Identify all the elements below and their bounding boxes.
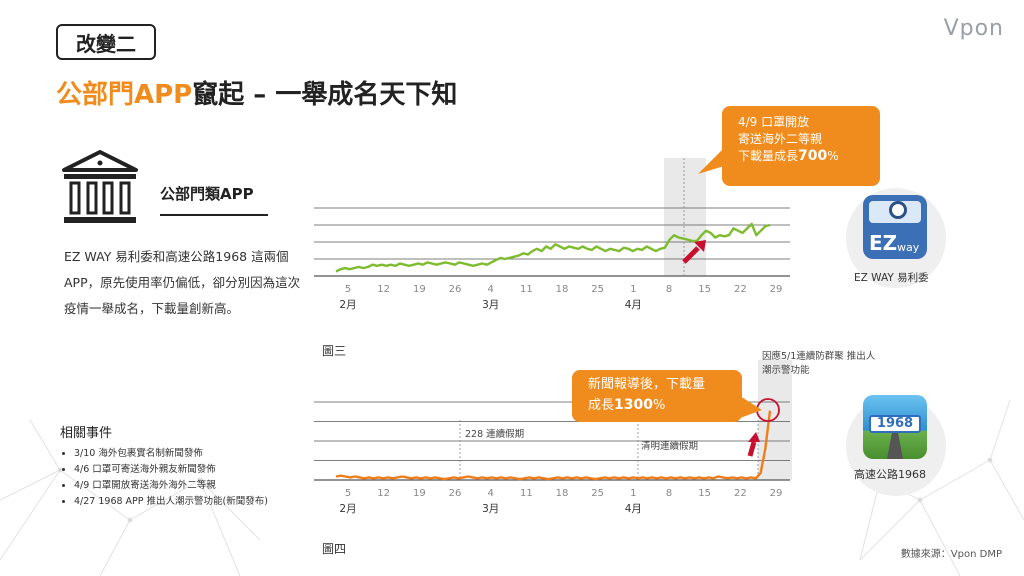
ezway-icon-sub: way [897, 241, 920, 254]
callout-1968: 新聞報導後，下載量 成長1300% [572, 370, 742, 422]
callout2-value: 1300 [614, 397, 653, 413]
callout2-pointer [740, 396, 762, 418]
title-rest: 竄起 – 一舉成名天下知 [192, 80, 458, 110]
event-item: 4/9 口罩開放寄送海外海外二等親 [74, 478, 268, 494]
month-label: 3月 [482, 503, 499, 515]
trend-arrow-icon [747, 432, 760, 457]
month-label: 2月 [339, 299, 356, 311]
events-title: 相關事件 [60, 426, 113, 441]
callout2-suffix: % [652, 398, 666, 413]
x-tick-label: 8 [666, 284, 672, 295]
chart2-figure-label: 圖四 [322, 542, 347, 556]
government-building-icon [62, 150, 138, 223]
x-tick-label: 1 [630, 488, 636, 499]
freeway-1968-app-icon: 1968 [863, 395, 927, 459]
freeway-icon-text: 1968 [869, 415, 921, 433]
event-item: 4/6 口罩可寄送海外親友新聞發佈 [74, 462, 268, 478]
callout1-prefix: 下載量成長 [738, 149, 799, 163]
callout1-pointer [698, 148, 724, 174]
section-underline [160, 214, 268, 216]
x-tick-label: 1 [630, 284, 636, 295]
month-label: 4月 [625, 503, 642, 515]
callout2-prefix: 成長 [588, 398, 615, 413]
data-source: 數據來源：Vpon DMP [900, 549, 1002, 560]
annotation-qingming-holiday: 清明連續假期 [641, 441, 699, 452]
x-tick-label: 22 [734, 284, 747, 295]
month-label: 4月 [625, 299, 642, 311]
slide-title: 公部門APP竄起 – 一舉成名天下知 [56, 74, 457, 111]
event-item: 4/27 1968 APP 推出人潮示警功能(新聞發布) [74, 494, 268, 510]
x-tick-label: 8 [666, 488, 672, 499]
callout2-line1: 新聞報導後，下載量 [588, 377, 706, 392]
annotation-228-holiday: 228 連續假期 [465, 429, 525, 440]
events-list: 3/10 海外包裹實名制新聞發佈 4/6 口罩可寄送海外親友新聞發佈 4/9 口… [60, 446, 268, 510]
x-tick-label: 22 [734, 488, 747, 499]
section-heading: 公部門類APP [160, 185, 254, 203]
callout1-value: 700 [798, 148, 828, 164]
x-tick-label: 11 [520, 488, 533, 499]
x-tick-label: 4 [487, 284, 493, 295]
ezway-icon-text: EZ [869, 231, 898, 255]
app2-name: 高速公路1968 [854, 468, 926, 481]
x-tick-label: 5 [345, 284, 351, 295]
x-tick-label: 4 [487, 488, 493, 499]
trend-arrow-icon [682, 240, 706, 264]
x-tick-label: 26 [449, 284, 462, 295]
x-tick-label: 29 [770, 488, 783, 499]
x-tick-label: 26 [449, 488, 462, 499]
chart1-figure-label: 圖三 [322, 344, 347, 358]
ezway-app-icon: EZ way [863, 195, 927, 259]
event-item: 3/10 海外包裹實名制新聞發佈 [74, 446, 268, 462]
callout2-line2: 成長1300% [588, 395, 742, 416]
x-tick-label: 19 [413, 284, 426, 295]
callout1-line2: 寄送海外二等親 [738, 132, 823, 146]
x-tick-label: 12 [377, 488, 390, 499]
x-tick-label: 25 [591, 284, 604, 295]
x-tick-label: 15 [698, 284, 711, 295]
x-tick-label: 25 [591, 488, 604, 499]
x-tick-label: 29 [770, 284, 783, 295]
description: EZ WAY 易利委和高速公路1968 這兩個APP，原先使用率仍偏低，卻分別因… [64, 249, 301, 316]
title-highlight: 公部門APP [56, 80, 193, 110]
x-tick-label: 5 [345, 488, 351, 499]
section-tag: 改變二 [56, 24, 156, 60]
x-tick-label: 18 [556, 284, 569, 295]
callout-ezway: 4/9 口罩開放 寄送海外二等親 下載量成長700% [722, 106, 880, 186]
callout1-suffix: % [827, 149, 839, 163]
callout1-line3: 下載量成長700% [738, 148, 880, 165]
x-tick-label: 18 [556, 488, 569, 499]
callout1-line1: 4/9 口罩開放 [738, 115, 810, 129]
month-label: 3月 [482, 299, 499, 311]
app1-name: EZ WAY 易利委 [854, 272, 929, 284]
highlight-band [664, 158, 706, 276]
x-tick-label: 11 [520, 284, 533, 295]
series-line [335, 410, 772, 481]
x-tick-label: 15 [698, 488, 711, 499]
x-tick-label: 19 [413, 488, 426, 499]
annotation-crowd-warning: 因應5/1連續防群聚 推出人潮示警功能 [762, 351, 876, 376]
series-line [335, 222, 771, 273]
vpon-logo: Vpon [943, 16, 1004, 41]
x-tick-label: 12 [377, 284, 390, 295]
month-label: 2月 [339, 503, 356, 515]
